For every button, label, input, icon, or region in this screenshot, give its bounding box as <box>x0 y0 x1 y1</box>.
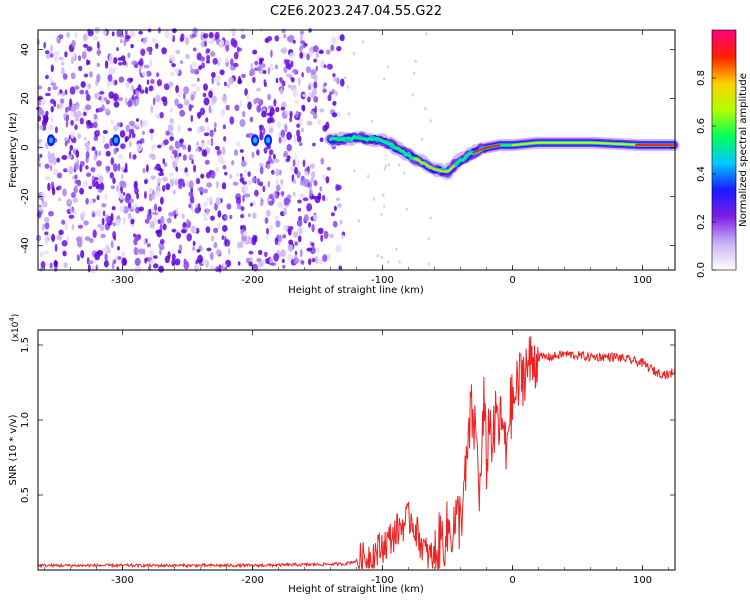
snr-panel: -300 -200 -100 0 100 0.5 1.0 1.5 Height of str… <box>8 314 676 595</box>
spectrogram-y-tick-label: 20 <box>20 92 31 105</box>
colorbar-tick-label: 0.8 <box>696 70 707 86</box>
snr-x-ticks: -300 -200 -100 0 100 <box>44 330 669 586</box>
colorbar-tick-label: 0.2 <box>696 214 707 230</box>
snr-y-multiplier-exp: 4 <box>8 317 16 322</box>
colorbar: 0.0 0.2 0.4 0.6 0.8 Normalized spectral ampl… <box>696 29 749 278</box>
spectrogram-noise-field <box>36 26 432 274</box>
snr-y-ticks: 0.5 1.0 1.5 <box>20 337 675 503</box>
snr-y-tick-label: 0.5 <box>20 487 31 503</box>
snr-x-tick-label: -100 <box>371 575 394 586</box>
snr-x-axis-label: Height of straight line (km) <box>288 584 424 595</box>
snr-y-multiplier-base: (x10 <box>11 321 21 342</box>
snr-y-tick-label: 1.5 <box>20 337 31 353</box>
spectrogram-plot-area <box>38 30 675 270</box>
snr-y-axis-label: SNR (10 * v/v) <box>8 414 19 485</box>
spectrogram-x-tick-label: -200 <box>241 275 264 286</box>
spectrogram-y-ticks: -40 -20 0 20 40 <box>20 43 675 254</box>
spectrogram-y-axis-label: Frequency (Hz) <box>8 112 19 188</box>
spectrogram-signal-track <box>47 130 680 180</box>
colorbar-gradient <box>712 30 736 270</box>
spectrogram-x-tick-label: 100 <box>633 275 652 286</box>
spectrogram-x-axis-label: Height of straight line (km) <box>288 285 424 296</box>
colorbar-ticks: 0.0 0.2 0.4 0.6 0.8 <box>696 70 716 278</box>
snr-x-tick-label: -300 <box>111 575 134 586</box>
spectrogram-x-ticks: -300 -200 -100 0 100 <box>44 30 669 286</box>
colorbar-tick-label: 0.4 <box>696 166 707 182</box>
spectrogram-x-tick-label: 0 <box>509 275 515 286</box>
spectrogram-y-tick-label: -40 <box>20 237 31 253</box>
spectrogram-x-tick-label: -100 <box>371 275 394 286</box>
colorbar-frame <box>711 29 737 271</box>
snr-y-multiplier: (x104) <box>8 314 21 342</box>
snr-plot-area <box>38 330 675 570</box>
colorbar-tick-label: 0.0 <box>696 262 707 278</box>
spectrogram-y-tick-label: -20 <box>20 188 31 204</box>
svg-text:(x104): (x104) <box>8 314 21 342</box>
snr-x-tick-label: 100 <box>633 575 652 586</box>
snr-x-tick-label: 0 <box>509 575 515 586</box>
snr-x-tick-label: -200 <box>241 575 264 586</box>
spectrogram-x-tick-label: -300 <box>111 275 134 286</box>
figure-title: C2E6.2023.247.04.55.G22 <box>270 4 442 19</box>
spectrogram-y-tick-label: 0 <box>20 144 31 150</box>
snr-series-line <box>37 336 676 571</box>
colorbar-label: Normalized spectral amplitude <box>738 73 749 227</box>
snr-y-tick-label: 1.0 <box>20 412 31 428</box>
colorbar-tick-label: 0.6 <box>696 118 707 134</box>
spectrogram-y-tick-label: 40 <box>20 43 31 56</box>
